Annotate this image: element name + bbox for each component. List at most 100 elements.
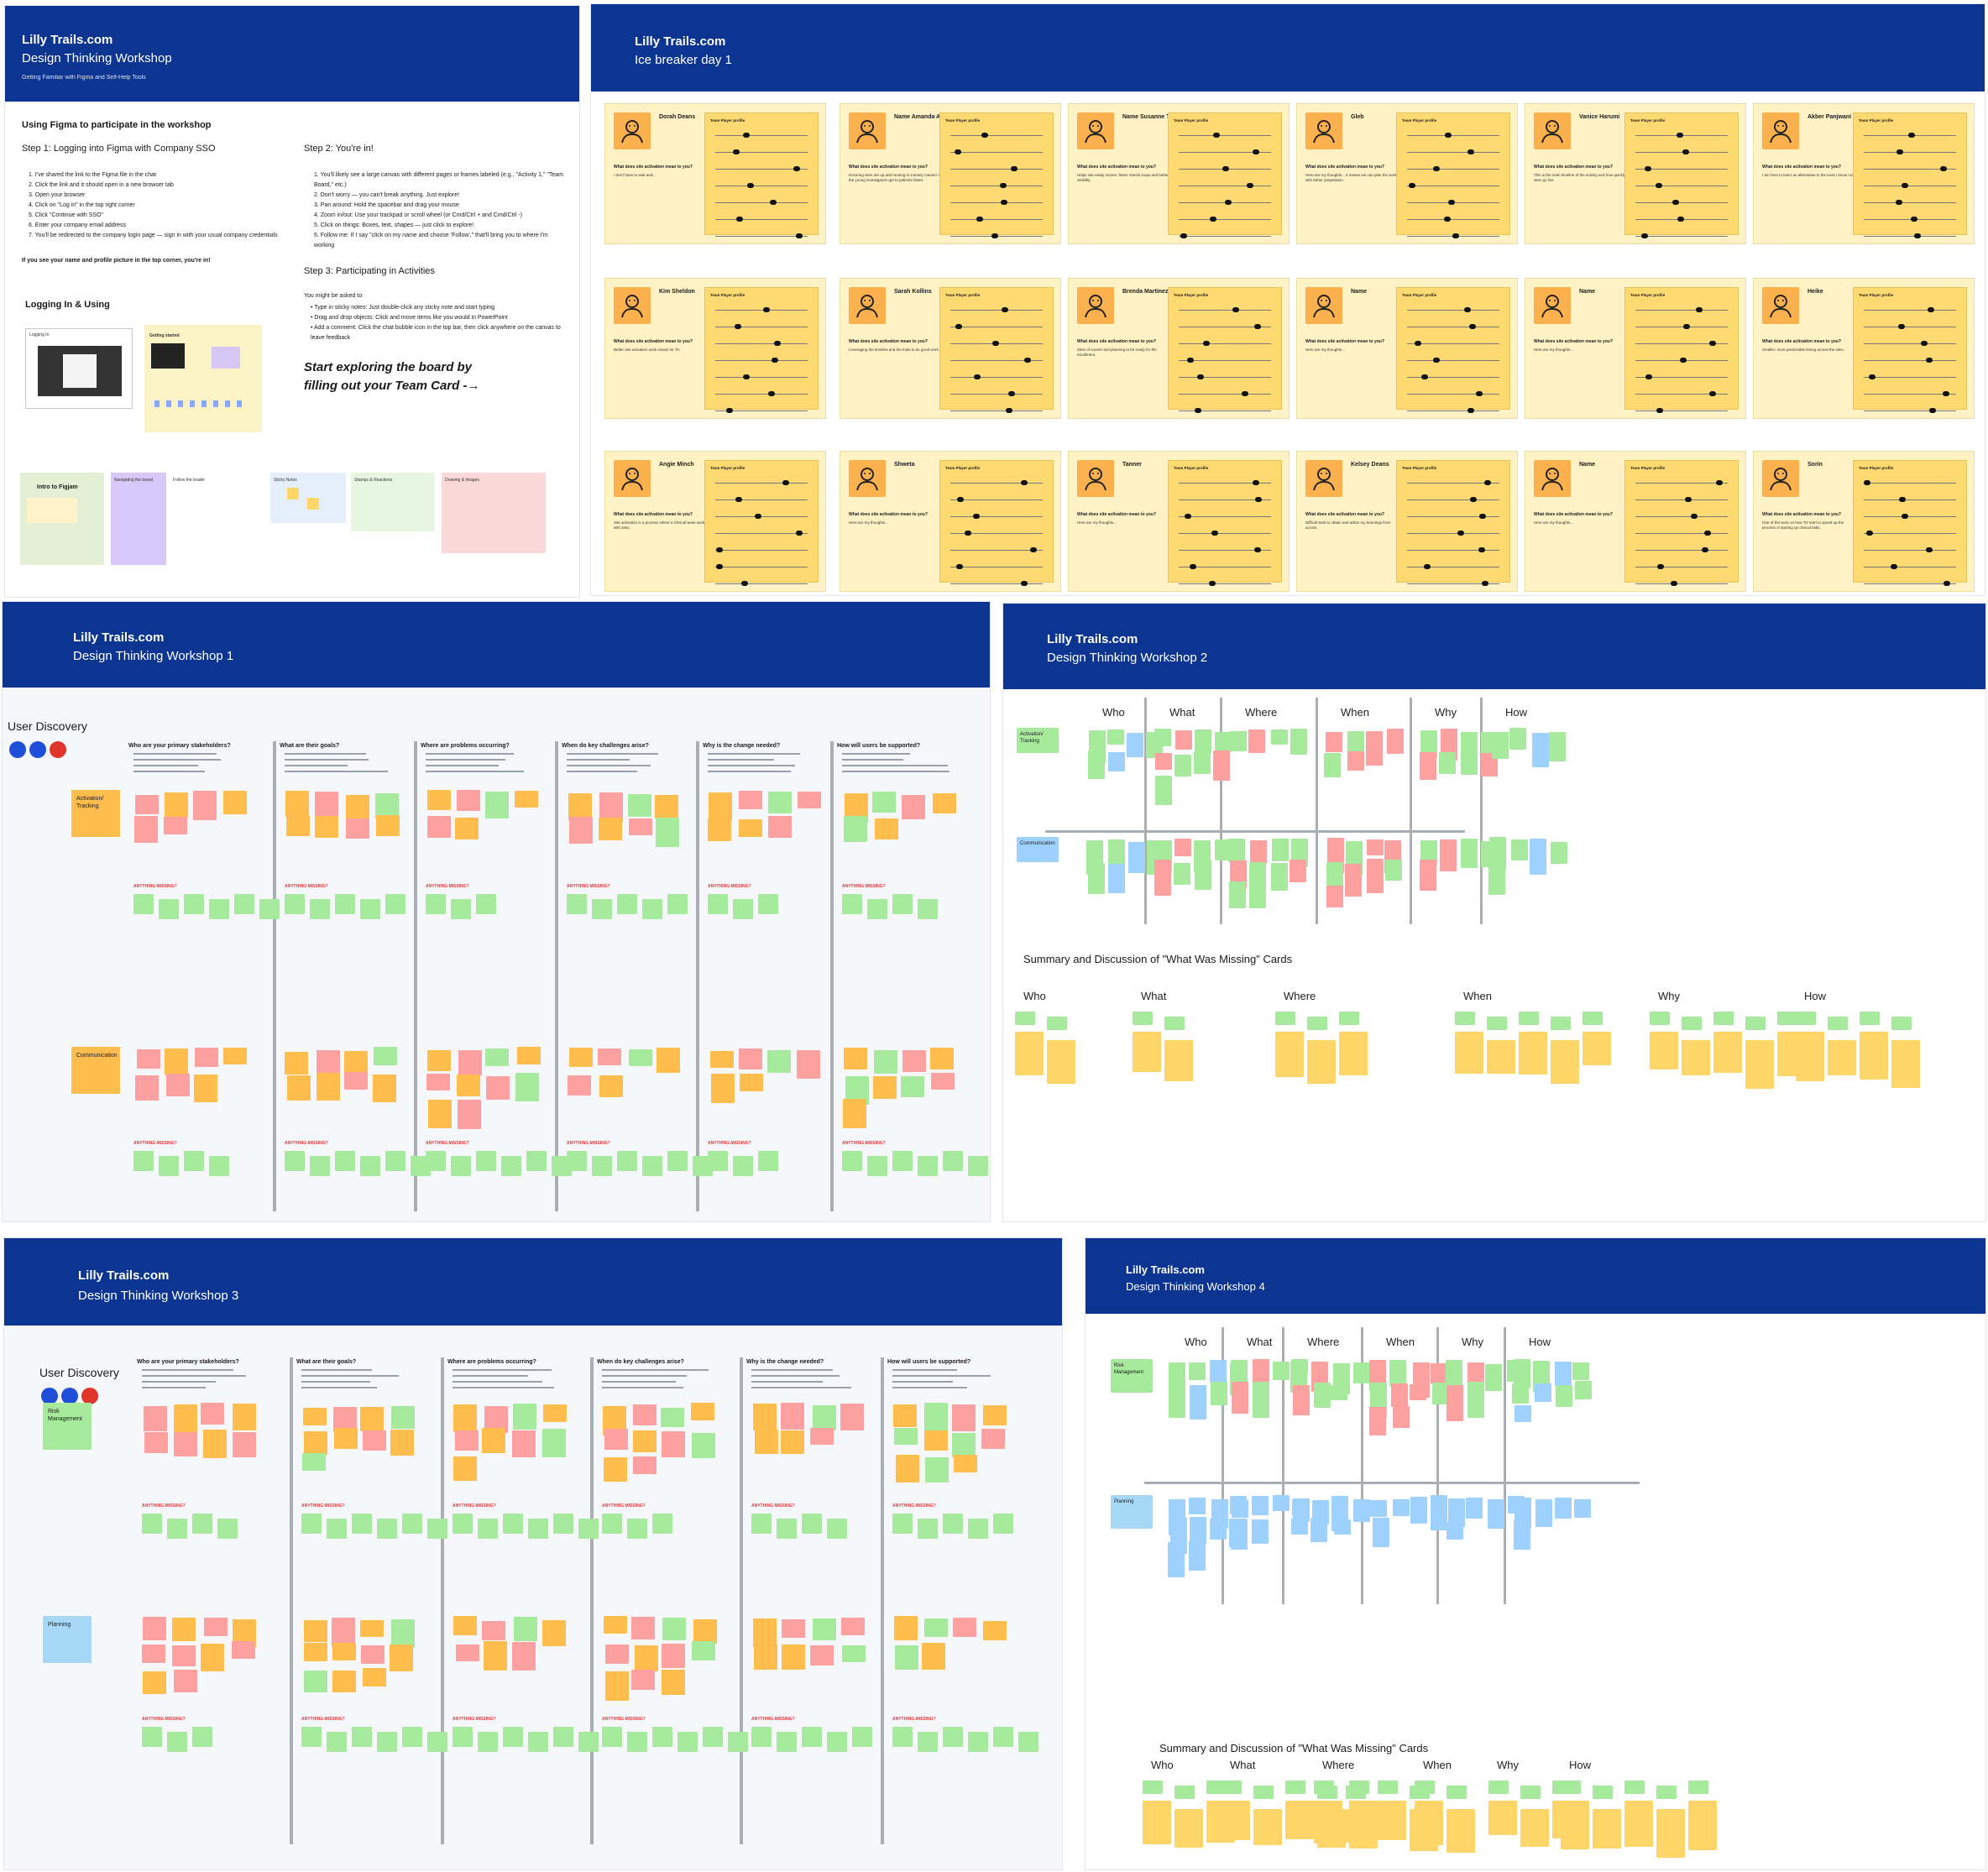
profile-slider[interactable] (1179, 166, 1271, 171)
slider-knob[interactable] (774, 341, 781, 346)
sticky-note[interactable] (1392, 1498, 1410, 1516)
sticky-note[interactable] (781, 1644, 805, 1670)
slider-knob[interactable] (763, 307, 770, 312)
profile-slider[interactable] (1864, 514, 1956, 519)
slider-knob[interactable] (1180, 233, 1187, 238)
sticky-note[interactable] (1174, 754, 1192, 777)
sticky-note[interactable] (1509, 728, 1527, 750)
sticky-note[interactable] (1572, 1362, 1590, 1381)
profile-slider[interactable] (1407, 497, 1499, 502)
profile-slider[interactable] (1864, 341, 1956, 346)
sticky-note[interactable] (159, 1156, 179, 1176)
sticky-note[interactable] (285, 1151, 305, 1171)
sticky-note[interactable] (739, 1048, 763, 1069)
sticky-note[interactable] (1210, 1519, 1227, 1540)
sticky-note[interactable] (310, 1156, 330, 1176)
frame-workshop-1[interactable]: Lilly Trails.com Design Thinking Worksho… (2, 601, 991, 1222)
slider-knob[interactable] (1421, 374, 1428, 379)
sticky-note[interactable] (377, 1519, 397, 1539)
sticky-note[interactable] (1324, 752, 1342, 777)
card-answer[interactable]: Here are my thoughts... (1534, 520, 1574, 525)
sticky-note[interactable] (1352, 1362, 1370, 1384)
slider-knob[interactable] (1464, 307, 1471, 312)
sticky-note[interactable] (592, 899, 612, 919)
slider-knob[interactable] (1702, 547, 1708, 552)
sticky-note[interactable] (476, 1151, 496, 1171)
sticky-note[interactable] (317, 1049, 341, 1073)
sticky-note[interactable] (840, 1617, 865, 1635)
profile-slider[interactable] (1635, 307, 1728, 312)
sticky-note[interactable] (802, 1514, 822, 1534)
sticky-note[interactable] (895, 1454, 919, 1482)
profile-slider[interactable] (1179, 133, 1271, 138)
summary-note[interactable] (1624, 1801, 1653, 1847)
sticky-note[interactable] (375, 793, 400, 819)
sticky-note[interactable] (1385, 860, 1403, 881)
sticky-note[interactable] (1535, 1383, 1552, 1402)
slider-knob[interactable] (1898, 324, 1905, 329)
sticky-note[interactable] (426, 1050, 451, 1072)
sticky-note[interactable] (503, 1514, 523, 1534)
slider-knob[interactable] (1247, 183, 1253, 188)
slider-knob[interactable] (1645, 374, 1652, 379)
profile-slider[interactable] (715, 149, 808, 154)
avatar[interactable] (9, 741, 26, 758)
slider-knob[interactable] (1709, 341, 1716, 346)
profile-slider[interactable] (1179, 581, 1271, 586)
slider-knob[interactable] (1197, 374, 1204, 379)
sticky-note[interactable] (1510, 839, 1528, 860)
slider-knob[interactable] (1467, 408, 1474, 413)
sticky-note[interactable] (922, 1642, 946, 1670)
slider-knob[interactable] (1470, 497, 1477, 502)
slider-knob[interactable] (1185, 514, 1191, 519)
card-answer[interactable]: This is the main timeline of the activit… (1534, 173, 1626, 182)
slider-knob[interactable] (741, 581, 748, 586)
profile-slider[interactable] (1864, 581, 1956, 586)
sticky-note[interactable] (165, 1048, 189, 1076)
sticky-note[interactable] (993, 1727, 1013, 1747)
card-answer[interactable]: One of the tools on how TO start to spee… (1762, 520, 1844, 530)
slider-knob[interactable] (796, 233, 803, 238)
sticky-note[interactable] (1489, 837, 1507, 871)
team-card[interactable]: Name Amanda A. What does site activation … (840, 103, 1061, 244)
sticky-note[interactable] (739, 819, 763, 838)
team-card[interactable]: Tanner What does site activation mean to … (1068, 451, 1290, 592)
sticky-note[interactable] (627, 1732, 647, 1752)
sticky-note[interactable] (1554, 1361, 1572, 1386)
sticky-note[interactable] (751, 1514, 772, 1534)
sticky-note[interactable] (164, 792, 188, 818)
summary-note[interactable] (1688, 1801, 1717, 1850)
sticky-note[interactable] (709, 792, 733, 821)
profile-slider[interactable] (715, 233, 808, 238)
profile-slider[interactable] (1179, 547, 1271, 552)
summary-note[interactable] (1415, 1801, 1443, 1845)
profile-slider[interactable] (1635, 233, 1728, 238)
sticky-note[interactable] (402, 1727, 422, 1747)
sticky-note[interactable] (217, 1519, 238, 1539)
team-card[interactable]: Dorah Deans What does site activation mea… (604, 103, 826, 244)
sticky-note[interactable] (1447, 1384, 1464, 1421)
getting-started-thumbnail[interactable]: Getting started (144, 325, 262, 432)
slider-knob[interactable] (1255, 497, 1262, 502)
sticky-note[interactable] (193, 1074, 217, 1102)
sticky-note[interactable] (360, 1619, 385, 1637)
sticky-note[interactable] (1369, 1407, 1387, 1436)
slider-knob[interactable] (1677, 133, 1683, 138)
slider-knob[interactable] (1641, 233, 1648, 238)
profile-slider[interactable] (1864, 531, 1956, 536)
profile-slider[interactable] (1864, 133, 1956, 138)
sticky-note[interactable] (924, 1457, 949, 1483)
sticky-note[interactable] (455, 1645, 479, 1662)
summary-note[interactable] (1583, 1032, 1611, 1065)
profile-slider[interactable] (1407, 233, 1499, 238)
sticky-note[interactable] (662, 1430, 686, 1457)
sticky-note[interactable] (655, 794, 679, 818)
sticky-note[interactable] (842, 1151, 862, 1171)
sticky-note[interactable] (1420, 752, 1437, 781)
sticky-note[interactable] (599, 818, 623, 840)
profile-slider[interactable] (1407, 547, 1499, 552)
sticky-note[interactable] (167, 1519, 187, 1539)
slider-knob[interactable] (1940, 166, 1947, 171)
slider-knob[interactable] (1914, 233, 1921, 238)
summary-note[interactable] (1713, 1032, 1742, 1073)
